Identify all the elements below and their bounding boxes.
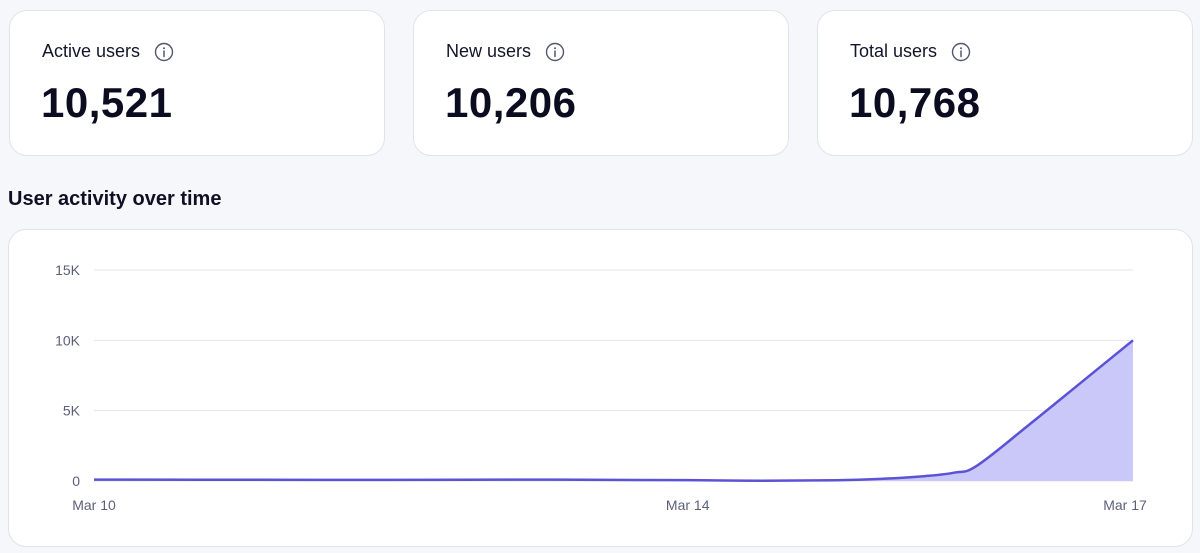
new-users-card: New users 10,206 <box>413 10 789 156</box>
new-users-label-row: New users <box>446 41 565 62</box>
total-users-card: Total users 10,768 <box>817 10 1193 156</box>
y-tick-label: 5K <box>63 403 81 419</box>
active-users-card: Active users 10,521 <box>9 10 385 156</box>
user-activity-chart: 0 5K 10K 15K Mar 10 Mar 14 Mar 17 <box>55 262 1147 513</box>
info-icon[interactable] <box>951 42 971 62</box>
series-line-users <box>93 339 1134 482</box>
y-tick-label: 0 <box>72 473 80 489</box>
x-tick-label: Mar 17 <box>1103 497 1147 513</box>
section-title: User activity over time <box>8 188 222 210</box>
new-users-value: 10,206 <box>445 79 577 126</box>
y-tick-label: 10K <box>55 332 81 348</box>
new-users-label: New users <box>446 41 532 61</box>
chart-card: 0 5K 10K 15K Mar 10 Mar 14 Mar 17 <box>8 229 1193 547</box>
active-users-value: 10,521 <box>41 79 173 126</box>
total-users-label-row: Total users <box>850 41 971 62</box>
series-area-fill <box>94 340 1133 481</box>
active-users-label-row: Active users <box>42 41 174 62</box>
info-icon[interactable] <box>154 42 174 62</box>
total-users-value: 10,768 <box>849 79 981 126</box>
y-tick-label: 15K <box>55 262 81 278</box>
info-icon[interactable] <box>545 42 565 62</box>
active-users-label: Active users <box>42 41 141 61</box>
x-tick-label: Mar 14 <box>666 497 710 513</box>
x-tick-label: Mar 10 <box>72 497 116 513</box>
total-users-label: Total users <box>850 41 938 61</box>
